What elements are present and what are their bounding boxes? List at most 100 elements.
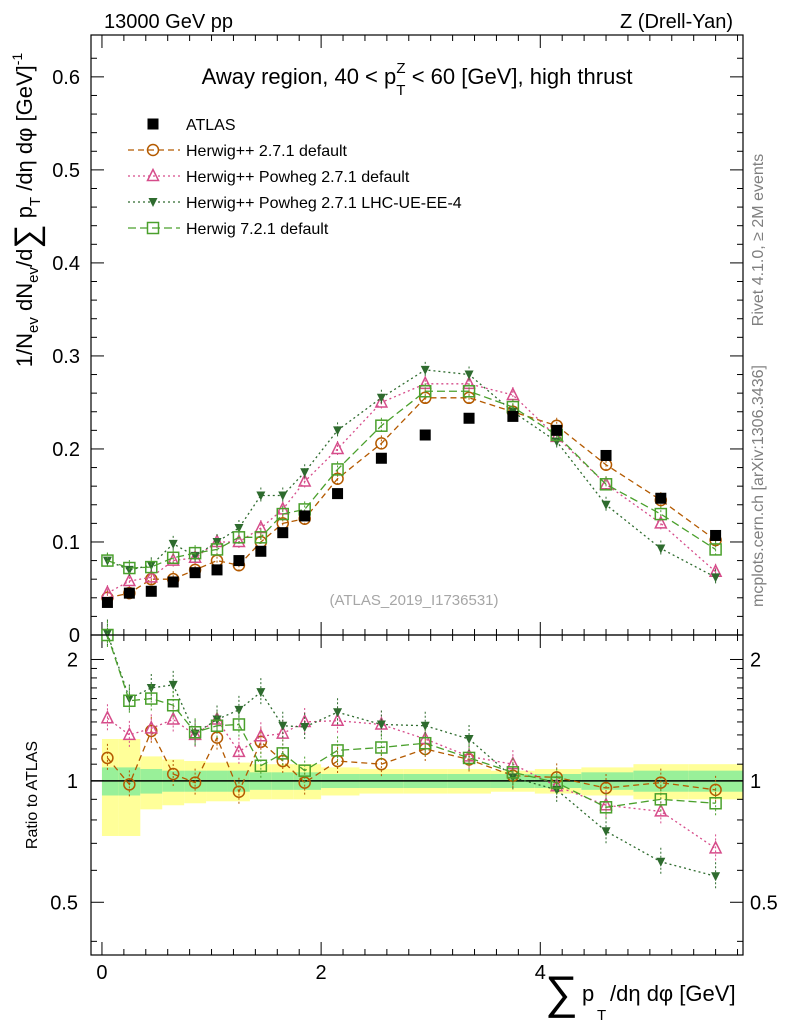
data-point xyxy=(234,524,244,534)
y-tick-label: 0.5 xyxy=(52,160,80,182)
data-point xyxy=(418,375,432,390)
ratio-data-point xyxy=(654,776,668,789)
atlas-data-point xyxy=(123,587,135,599)
data-point xyxy=(146,561,156,571)
legend-marker xyxy=(148,198,158,207)
legend-entry: ATLAS xyxy=(186,117,236,134)
ratio-data-point xyxy=(168,680,178,690)
data-point xyxy=(297,473,312,487)
legend-marker xyxy=(147,118,159,130)
ratio-data-point xyxy=(656,857,666,867)
ratio-data-point xyxy=(300,723,310,733)
ratio-data-point xyxy=(708,840,723,854)
y-tick-label: 0.6 xyxy=(52,67,80,89)
data-point xyxy=(168,539,178,549)
data-point xyxy=(654,515,668,529)
atlas-data-point xyxy=(600,449,612,461)
svg-text:∑: ∑ xyxy=(545,966,578,1018)
atlas-data-point xyxy=(332,488,344,500)
atlas-data-point xyxy=(299,510,311,522)
legend-marker xyxy=(146,143,160,157)
ratio-data-point xyxy=(333,708,343,718)
ratio-data-point xyxy=(418,736,432,750)
series-line xyxy=(107,390,716,569)
ratio-data-point xyxy=(166,699,180,712)
data-point xyxy=(188,549,202,564)
ratio-data-point xyxy=(601,827,611,837)
svg-text:T: T xyxy=(597,1007,606,1024)
ratio-y-tick-label-right: 0.5 xyxy=(750,892,778,914)
ratio-panel: 0 2 40.5 0.51 12 2 xyxy=(50,619,778,984)
data-point xyxy=(333,426,343,436)
x-tick-label: 2 xyxy=(316,962,327,984)
atlas-data-point xyxy=(167,576,179,588)
ratio-data-point xyxy=(278,721,288,731)
ratio-data-point xyxy=(550,776,563,789)
data-point xyxy=(276,507,290,521)
ratio-data-point xyxy=(256,688,266,698)
legend-marker xyxy=(146,221,160,235)
ratio-data-point xyxy=(331,744,344,757)
ratio-data-point xyxy=(232,785,246,798)
ratio-data-point xyxy=(654,793,668,806)
atlas-data-point xyxy=(145,585,157,597)
data-point xyxy=(331,472,344,485)
data-point xyxy=(210,543,224,556)
data-point xyxy=(254,531,268,544)
ratio-frame xyxy=(90,634,744,956)
ratio-y-tick-label: 0.5 xyxy=(50,892,78,914)
ratio-y-tick-label: 2 xyxy=(67,649,78,671)
ratio-y-tick-label: 1 xyxy=(67,771,78,793)
ratio-data-point xyxy=(188,725,202,739)
y-axis-label-main: 1/Nev dNev/d∑ pT /dη dφ [GeV]-1 xyxy=(8,53,46,368)
ratio-data-point xyxy=(420,721,430,731)
ratio-data-point xyxy=(462,751,476,765)
rivet-version-label: Rivet 4.1.0, ≥ 2M events xyxy=(750,154,767,326)
ratio-data-point xyxy=(210,719,224,732)
ratio-y-tick-label-right: 1 xyxy=(750,771,761,793)
atlas-data-point xyxy=(655,492,667,504)
svg-text:1/Nev dNev/d∑ pT /dη dφ [GeV]: 1/Nev dNev/d∑ pT /dη dφ [GeV]-1 xyxy=(8,53,46,368)
ratio-data-point xyxy=(464,735,474,745)
data-point xyxy=(144,569,158,583)
data-point xyxy=(418,385,432,398)
series-line xyxy=(107,369,716,578)
mcplots-label: mcplots.cern.ch [arXiv:1306.3436] xyxy=(750,365,767,607)
data-point xyxy=(232,533,246,548)
ratio-data-point xyxy=(330,712,345,726)
ratio-data-point xyxy=(276,725,290,739)
data-point xyxy=(375,437,388,450)
ratio-data-point xyxy=(234,705,244,715)
data-point xyxy=(123,561,136,575)
ratio-data-point xyxy=(232,718,246,731)
y-tick-label: 0.2 xyxy=(52,439,80,461)
ratio-data-point xyxy=(101,751,114,765)
y-tick-label: 0.3 xyxy=(52,346,80,368)
atlas-data-point xyxy=(101,596,113,608)
ratio-data-point xyxy=(276,747,290,760)
ratio-data-point xyxy=(711,872,721,882)
data-point xyxy=(166,551,180,565)
ratio-data-point xyxy=(145,692,158,705)
ratio-data-point xyxy=(654,803,668,817)
data-point xyxy=(376,393,386,403)
atlas-data-point xyxy=(507,410,519,422)
data-point xyxy=(709,543,722,556)
data-point xyxy=(464,370,474,380)
ratio-data-point xyxy=(298,764,311,777)
data-point xyxy=(654,507,668,521)
ratio-data-point xyxy=(144,720,158,734)
data-point xyxy=(374,394,389,408)
data-point xyxy=(711,573,721,583)
svg-text:/dη dφ [GeV]: /dη dφ [GeV] xyxy=(610,981,736,1006)
header-right: Z (Drell-Yan) xyxy=(620,11,733,33)
ratio-data-point xyxy=(123,694,136,708)
main-panel: 0 0.1 0.2 0.3 0.4 0.5 0.6 xyxy=(52,35,743,647)
x-tick-label: 0 xyxy=(96,962,107,984)
ratio-data-point xyxy=(146,683,156,693)
data-point xyxy=(506,386,520,401)
data-point xyxy=(656,544,666,554)
atlas-data-point xyxy=(233,555,245,567)
ratio-series-line xyxy=(106,633,716,877)
